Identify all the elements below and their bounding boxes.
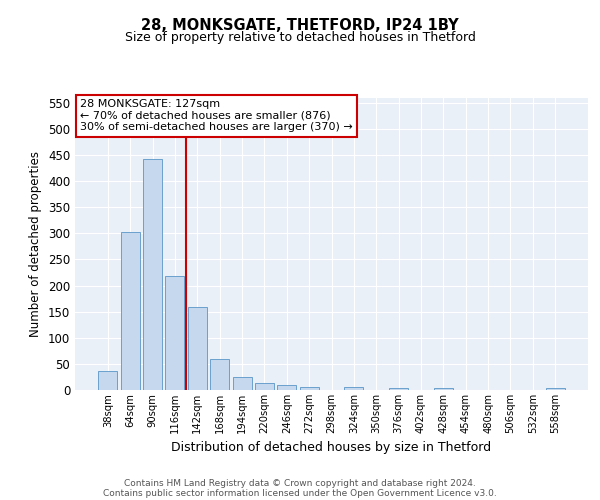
Bar [299,387,319,390]
Y-axis label: Number of detached properties: Number of detached properties [29,151,43,337]
Text: Contains public sector information licensed under the Open Government Licence v3: Contains public sector information licen… [103,488,497,498]
Bar [545,388,565,390]
Bar [233,377,251,390]
Bar [389,388,408,390]
Bar [344,388,364,390]
Bar [121,232,140,390]
Bar [277,385,296,390]
Bar [210,358,229,390]
Text: 28 MONKSGATE: 127sqm
← 70% of detached houses are smaller (876)
30% of semi-deta: 28 MONKSGATE: 127sqm ← 70% of detached h… [80,99,353,132]
Text: 28, MONKSGATE, THETFORD, IP24 1BY: 28, MONKSGATE, THETFORD, IP24 1BY [141,18,459,32]
Bar [434,388,453,390]
X-axis label: Distribution of detached houses by size in Thetford: Distribution of detached houses by size … [172,442,491,454]
Bar [255,383,274,390]
Bar [166,276,184,390]
Text: Size of property relative to detached houses in Thetford: Size of property relative to detached ho… [125,31,475,44]
Bar [188,308,207,390]
Bar [98,370,118,390]
Bar [143,158,162,390]
Text: Contains HM Land Registry data © Crown copyright and database right 2024.: Contains HM Land Registry data © Crown c… [124,478,476,488]
